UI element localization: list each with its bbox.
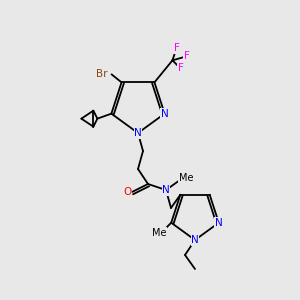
Text: Me: Me [179, 173, 193, 183]
Text: F: F [173, 43, 179, 53]
Text: N: N [134, 128, 142, 138]
Text: N: N [162, 185, 170, 195]
Text: N: N [161, 109, 169, 119]
Text: Br: Br [96, 69, 107, 79]
Text: F: F [178, 63, 183, 73]
Text: N: N [191, 235, 199, 245]
Text: O: O [123, 187, 131, 197]
Text: N: N [215, 218, 223, 228]
Text: Me: Me [152, 228, 166, 238]
Text: F: F [184, 51, 189, 61]
